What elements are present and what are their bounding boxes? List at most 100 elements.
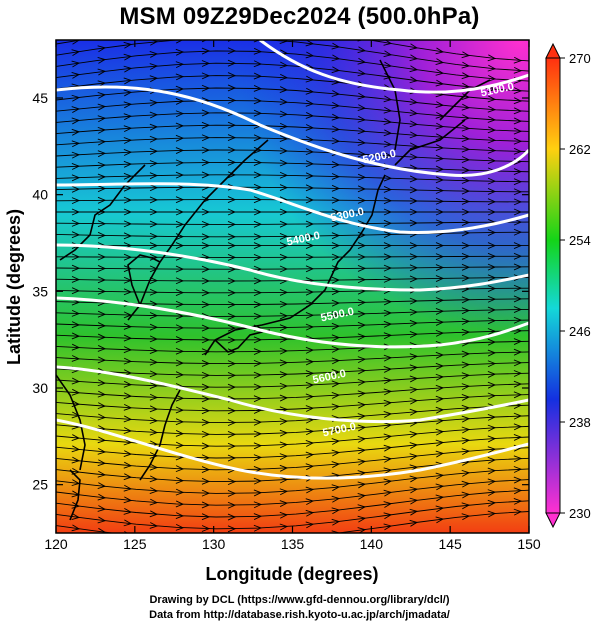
streamline: [56, 75, 529, 102]
streamline-arrow: [409, 242, 419, 250]
streamline-arrow: [253, 171, 263, 179]
streamline-arrow: [331, 196, 341, 204]
streamline-arrow: [279, 61, 289, 69]
streamline-arrow: [97, 379, 107, 387]
streamline-arrow: [149, 172, 159, 180]
streamline-arrow: [487, 467, 497, 475]
streamline: [56, 351, 529, 365]
streamline-arrow: [97, 57, 107, 64]
streamline-arrow: [513, 147, 523, 155]
streamline-arrow: [513, 87, 523, 95]
streamline-arrow: [176, 24, 183, 30]
streamline-arrow: [279, 122, 289, 130]
streamline-arrow: [253, 40, 263, 43]
streamline-arrow: [97, 322, 107, 329]
streamline-arrow: [513, 306, 523, 313]
streamline-arrow: [176, 536, 183, 542]
streamline-arrow: [461, 383, 471, 391]
streamline-arrow: [331, 208, 341, 216]
streamline-arrow: [175, 512, 185, 520]
streamline-arrow: [383, 242, 393, 250]
streamline-arrow: [357, 196, 367, 204]
streamline-arrow: [123, 41, 133, 49]
streamline-arrow: [149, 475, 159, 483]
streamline-arrow: [357, 242, 367, 250]
streamline-arrow: [175, 465, 185, 473]
streamline-arrow: [175, 110, 185, 118]
streamline-arrow: [435, 101, 445, 109]
streamline-arrow: [357, 162, 367, 170]
streamline-arrow: [331, 518, 341, 526]
streamline-arrow: [227, 501, 237, 509]
streamline-arrow: [97, 173, 107, 181]
coastlines: [56, 59, 491, 521]
streamline-arrow: [305, 196, 315, 204]
streamline-arrow: [306, 28, 314, 35]
streamline-arrow: [357, 208, 367, 216]
streamline-arrow: [487, 349, 497, 357]
streamline-arrow: [383, 152, 393, 159]
streamline-arrow: [71, 264, 81, 272]
streamline-arrow: [383, 467, 393, 475]
streamline-arrow: [409, 364, 419, 372]
streamline-arrow: [435, 308, 445, 315]
streamline-arrow: [513, 295, 523, 303]
streamline-arrow: [97, 115, 107, 123]
streamline-arrow: [227, 253, 237, 261]
streamline-arrow: [383, 523, 393, 531]
streamline-arrow: [331, 232, 341, 240]
streamline-arrow: [409, 453, 419, 461]
streamline-arrow: [383, 354, 393, 362]
streamline-arrow: [357, 115, 367, 123]
streamline-arrow: [357, 276, 367, 284]
streamline-arrow: [435, 483, 445, 491]
streamline-arrow: [253, 513, 263, 520]
streamline-arrow: [97, 356, 107, 364]
streamline-arrow: [331, 253, 341, 261]
colorbar-tick-label: 238: [569, 415, 591, 430]
streamline-arrow: [123, 253, 133, 261]
streamline-arrow: [123, 232, 133, 240]
streamline-arrow: [123, 357, 133, 365]
streamline-arrow: [97, 91, 107, 99]
streamline-arrow: [123, 403, 133, 411]
streamline-arrow: [305, 346, 315, 354]
streamline-arrow: [513, 455, 523, 463]
streamline-arrow: [513, 284, 523, 292]
streamline-arrow: [123, 137, 133, 144]
streamline-arrow: [279, 242, 289, 250]
streamline-arrow: [409, 408, 419, 416]
streamline: [56, 436, 529, 459]
streamline-arrow: [331, 311, 341, 319]
streamline-arrow: [487, 229, 497, 236]
streamline-arrow: [227, 289, 237, 297]
streamline-arrow: [487, 177, 497, 185]
streamline-arrow: [487, 446, 497, 454]
streamline-arrow: [435, 264, 445, 271]
streamline-arrow: [461, 198, 471, 205]
streamline-arrow: [71, 94, 81, 102]
streamline-arrow: [461, 252, 471, 260]
streamline-arrow: [97, 150, 107, 158]
streamline-arrow: [227, 220, 237, 228]
streamline-arrow: [253, 146, 263, 154]
streamline-arrow: [175, 277, 185, 285]
streamline-arrow: [383, 399, 393, 407]
streamline: [56, 319, 529, 329]
streamline-arrow: [279, 464, 289, 472]
streamline-arrow: [331, 507, 341, 515]
streamline-arrow: [201, 265, 211, 273]
streamline-arrow: [357, 504, 367, 512]
streamline-arrow: [279, 233, 289, 240]
streamline: [56, 62, 529, 92]
streamline-arrow: [513, 359, 523, 367]
streamline-arrow: [513, 423, 523, 431]
streamline-arrow: [97, 265, 107, 272]
streamline-arrow: [123, 496, 133, 504]
streamline: [56, 479, 529, 506]
streamline-arrow: [435, 208, 445, 216]
streamline-arrow: [149, 63, 159, 70]
streamline-arrow: [409, 109, 419, 117]
streamline-arrow: [123, 77, 133, 85]
streamline-arrow: [305, 451, 315, 459]
